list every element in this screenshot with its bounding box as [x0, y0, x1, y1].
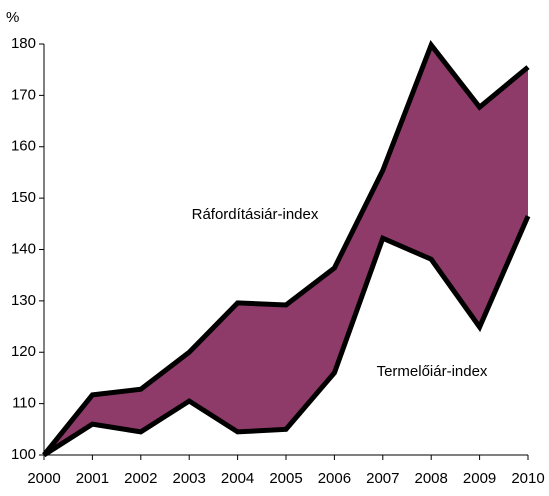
x-tick-label: 2007 — [366, 470, 399, 487]
y-tick-label: 100 — [11, 446, 36, 463]
y-tick-label: 180 — [11, 35, 36, 52]
y-tick-label: 160 — [11, 138, 36, 155]
x-tick-label: 2002 — [124, 470, 157, 487]
y-tick-label: 110 — [12, 395, 36, 412]
x-tick-label: 2001 — [76, 470, 109, 487]
annotation: Ráfordításiár-index — [192, 206, 319, 223]
series-line — [42, 215, 531, 458]
y-tick-label: 140 — [11, 240, 36, 257]
range-fill — [44, 45, 528, 456]
x-tick-label: 2009 — [463, 470, 496, 487]
x-tick-label: 2000 — [27, 470, 60, 487]
y-tick-label: 150 — [11, 189, 36, 206]
series-line — [42, 40, 530, 457]
y-tick-label: 120 — [11, 343, 36, 360]
x-tick-label: 2010 — [511, 470, 544, 487]
x-tick-label: 2006 — [318, 470, 351, 487]
x-tick-label: 2003 — [173, 470, 206, 487]
y-tick-label: 170 — [11, 86, 36, 103]
y-tick-label: 130 — [11, 292, 36, 309]
x-tick-label: 2004 — [221, 470, 254, 487]
x-tick-label: 2005 — [269, 470, 302, 487]
annotation: Termelőiár-index — [377, 363, 488, 380]
y-axis-label: % — [6, 9, 19, 26]
x-tick-label: 2008 — [415, 470, 448, 487]
